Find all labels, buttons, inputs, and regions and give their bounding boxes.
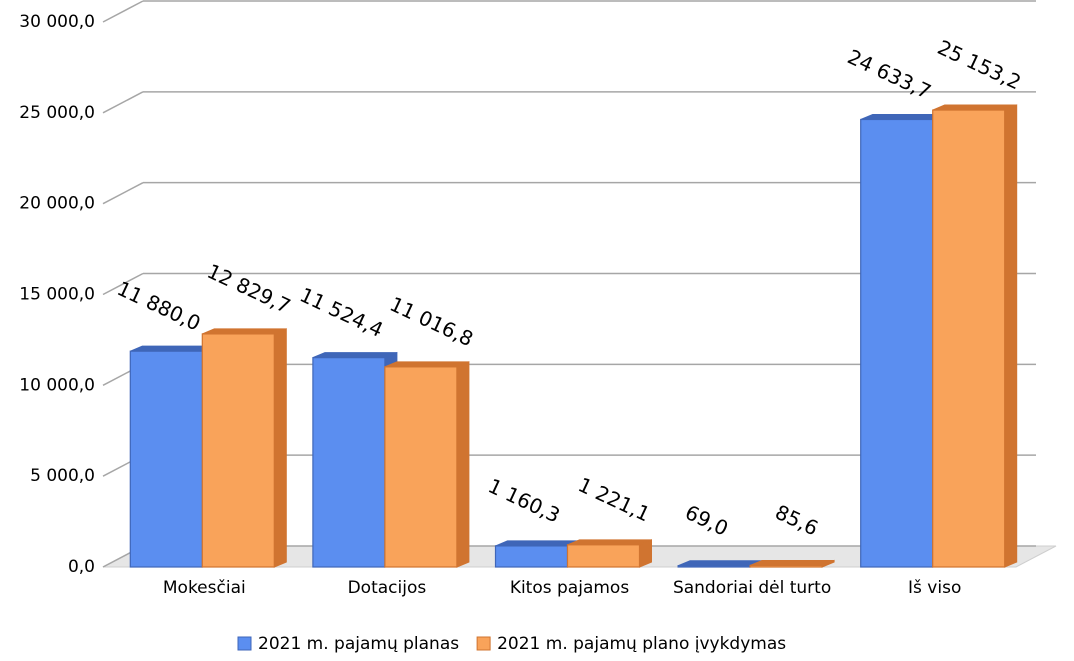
bar	[129, 350, 203, 568]
x-tick-label: Sandoriai dėl turto	[673, 578, 831, 598]
legend-label: 2021 m. pajamų plano įvykdymas	[497, 634, 786, 654]
bar	[312, 357, 386, 568]
bar-top	[384, 361, 470, 368]
bar	[494, 545, 569, 568]
bar-top	[567, 539, 652, 546]
y-tick-label: 0,0	[68, 557, 95, 577]
y-tick-label: 30 000,0	[19, 12, 95, 32]
legend-swatch	[476, 636, 491, 651]
bar	[566, 544, 641, 568]
value-label: 1 160,3	[484, 474, 563, 528]
bar	[749, 564, 823, 568]
bar-side	[273, 328, 287, 568]
value-label: 12 829,7	[204, 259, 295, 318]
value-label: 11 016,8	[386, 292, 477, 351]
bar	[932, 109, 1006, 568]
legend-swatch	[237, 636, 252, 651]
tick-connector	[102, 0, 144, 23]
value-label: 11 524,4	[296, 283, 387, 342]
bar-top	[749, 559, 835, 566]
y-tick-label: 15 000,0	[19, 285, 95, 305]
value-label: 24 633,7	[844, 44, 935, 103]
bar-top	[202, 328, 287, 335]
tick-connector	[102, 272, 144, 296]
bar-side	[1004, 104, 1018, 568]
value-label: 1 221,1	[574, 472, 653, 526]
bar-top	[932, 104, 1017, 111]
bar-side	[456, 361, 470, 568]
value-label: 69,0	[681, 500, 732, 541]
x-tick-label: Iš viso	[908, 578, 961, 598]
y-tick-label: 5 000,0	[30, 466, 95, 486]
x-tick-label: Kitos pajamos	[510, 578, 630, 598]
legend-label: 2021 m. pajamų planas	[258, 634, 459, 654]
bar	[384, 366, 458, 568]
bar-top	[312, 352, 398, 359]
bar	[201, 333, 275, 568]
x-tick-label: Mokesčiai	[163, 578, 246, 598]
value-label: 11 880,0	[114, 276, 205, 335]
value-label: 25 153,2	[934, 35, 1025, 94]
bar	[860, 118, 934, 568]
y-tick-label: 25 000,0	[19, 103, 95, 123]
y-tick-label: 20 000,0	[19, 194, 95, 214]
y-tick-label: 10 000,0	[19, 375, 95, 395]
bar	[677, 565, 751, 568]
bar-top	[130, 345, 215, 352]
value-label: 85,6	[771, 500, 822, 541]
tick-connector	[102, 182, 144, 205]
x-tick-label: Dotacijos	[348, 578, 427, 598]
tick-connector	[102, 91, 144, 114]
